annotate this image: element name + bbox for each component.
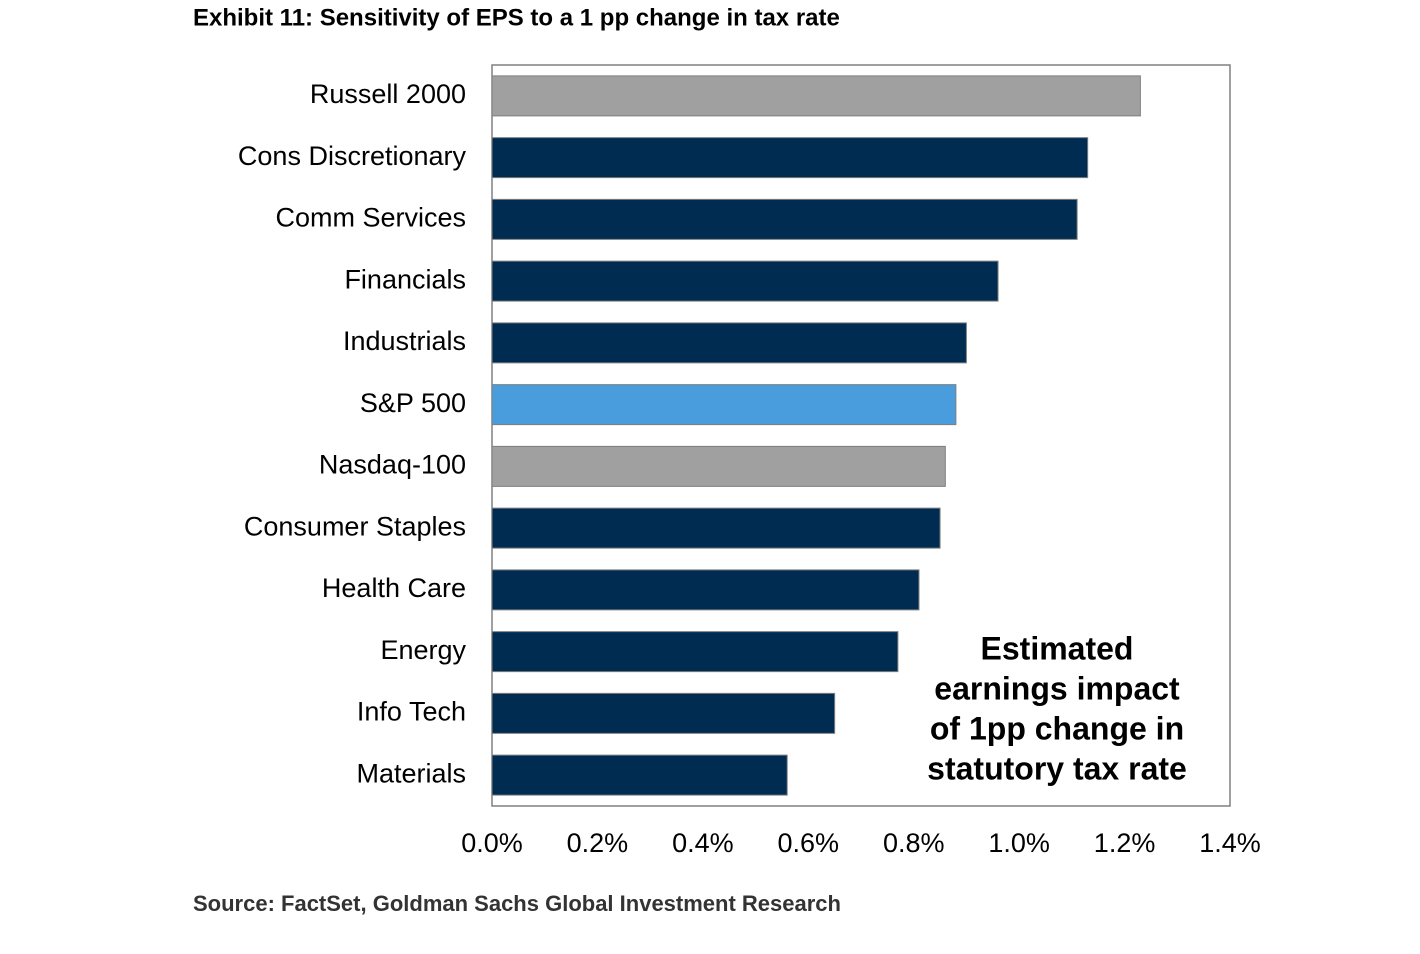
x-tick-label: 0.6% [778,828,840,858]
x-tick-label: 0.4% [672,828,734,858]
y-tick-label: S&P 500 [360,388,466,418]
y-tick-label: Russell 2000 [310,79,466,109]
bar [491,569,920,611]
bar [491,507,941,549]
x-tick-label: 0.8% [883,828,945,858]
bar [491,137,1089,179]
y-tick-label: Energy [380,635,466,665]
x-tick-label: 1.2% [1094,828,1156,858]
x-tick-label: 1.4% [1199,828,1261,858]
bar [491,384,957,426]
bar [491,631,899,673]
y-tick-label: Cons Discretionary [238,141,467,171]
y-tick-label: Financials [344,264,466,294]
x-tick-label: 0.0% [461,828,523,858]
y-tick-label: Info Tech [357,697,466,727]
x-tick-label: 1.0% [988,828,1050,858]
bar [491,322,967,364]
y-tick-label: Comm Services [275,203,466,233]
bar [491,260,999,302]
annotation: Estimated [981,630,1134,666]
bar [491,754,788,796]
y-tick-label: Materials [356,758,466,788]
annotation: of 1pp change in [930,710,1184,746]
annotation: earnings impact [934,670,1180,706]
bar [491,692,836,734]
bar [491,198,1078,240]
source-note: Source: FactSet, Goldman Sachs Global In… [193,891,841,916]
x-tick-label: 0.2% [567,828,629,858]
bar [491,75,1141,117]
y-tick-label: Nasdaq-100 [319,450,466,480]
chart-title: Exhibit 11: Sensitivity of EPS to a 1 pp… [193,4,840,31]
annotation: statutory tax rate [927,750,1187,786]
y-tick-label: Health Care [322,573,466,603]
plot-frame [491,64,1231,807]
y-tick-label: Consumer Staples [244,511,466,541]
y-tick-label: Industrials [343,326,466,356]
bar [491,445,946,487]
